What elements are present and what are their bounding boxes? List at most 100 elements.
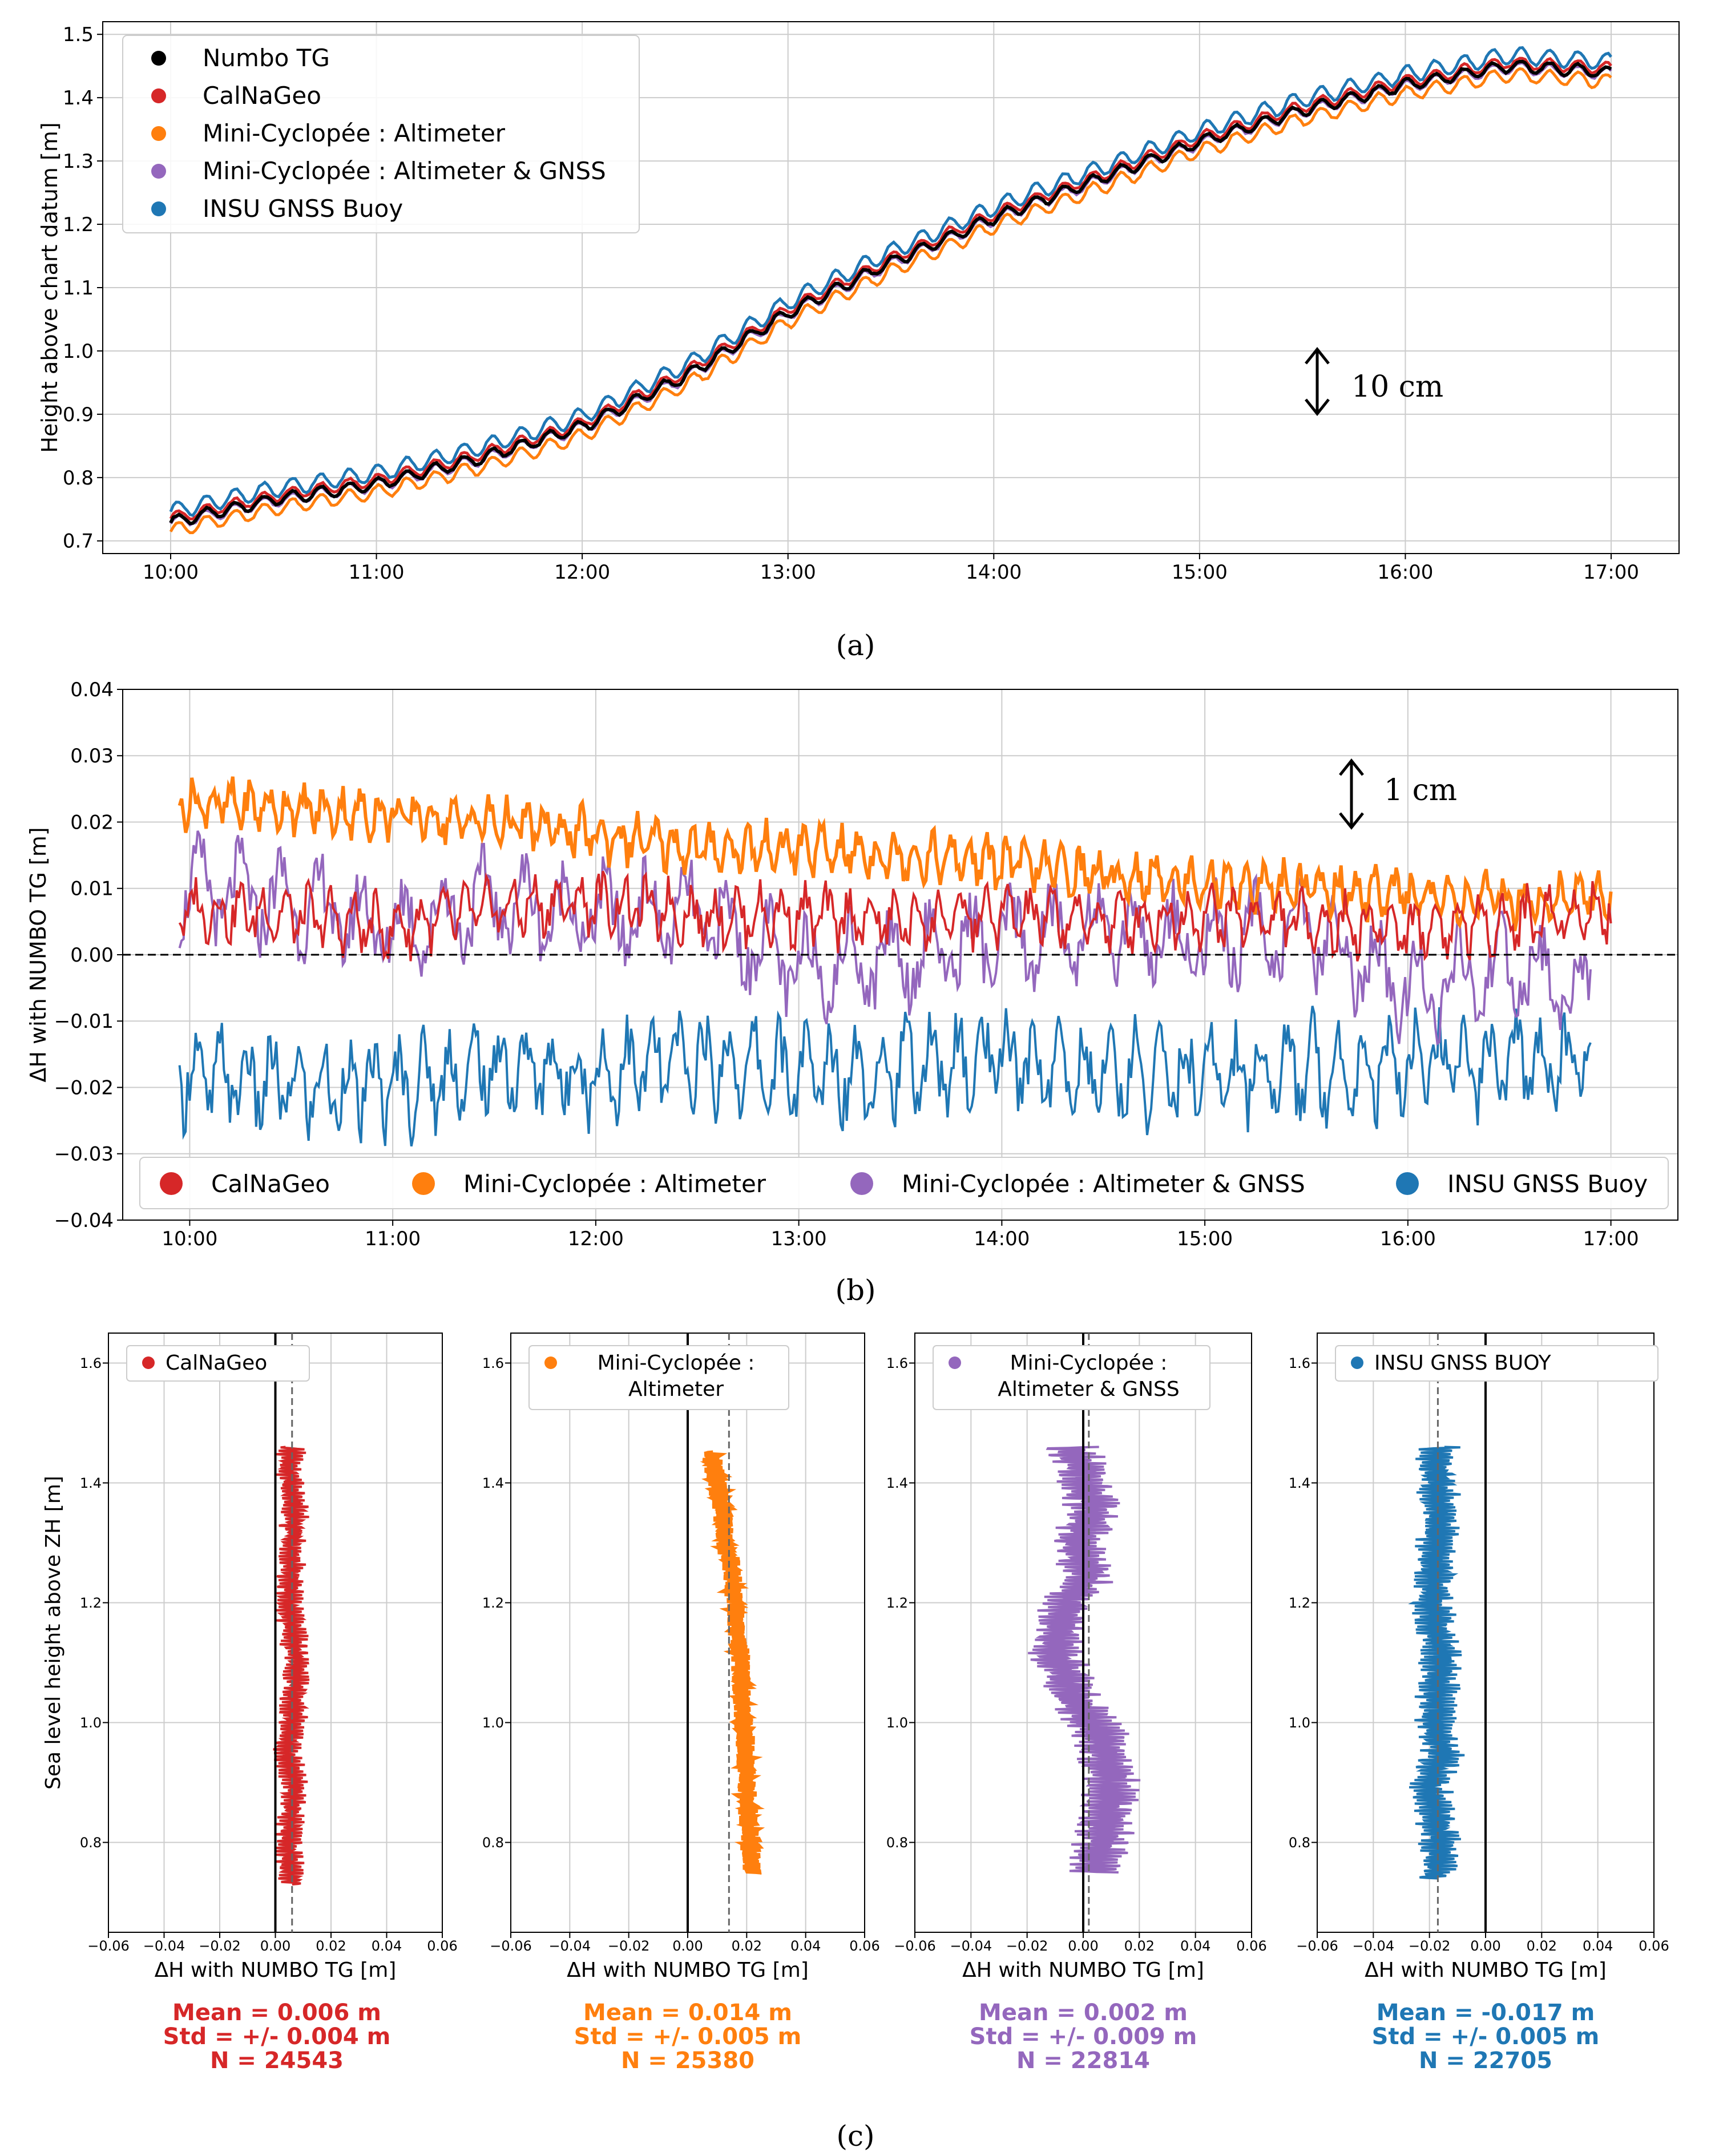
panel-c-x-tick-label: −0.02 <box>1409 1938 1451 1954</box>
panel-c-legend-box <box>933 1345 1210 1410</box>
panel-c-x-tick-label: −0.06 <box>87 1938 130 1954</box>
panel-b-scale-arrow-up-head <box>1339 758 1364 776</box>
panel-c-x-tick-label: −0.04 <box>143 1938 185 1954</box>
panel-c-series-line <box>1028 1446 1141 1874</box>
panel-b-y-tick-label: −0.04 <box>54 1209 114 1232</box>
panel-c-series <box>273 1446 310 1886</box>
panel-a-x-tick-label: 10:00 <box>143 561 199 584</box>
panel-a-x-tick-label: 16:00 <box>1377 561 1433 584</box>
panel-c-x-tick-label: 0.00 <box>1068 1938 1098 1954</box>
panel-a-caption: (a) <box>836 629 875 662</box>
panel-c-y-tick-label: 1.0 <box>80 1715 102 1731</box>
panel-c-x-tick-label: 0.00 <box>672 1938 703 1954</box>
panel-c-stat-std: Std = +/- 0.005 m <box>574 2024 802 2050</box>
panel-c-stat-std: Std = +/- 0.005 m <box>1372 2024 1600 2050</box>
panel-c-ticks: −0.06 −0.04 −0.02 0.00 0.02 0.04 0.06 0.8 1.0 1.2… <box>886 1355 1267 1954</box>
panel-c-x-tick-label: 0.04 <box>790 1938 821 1954</box>
panel-c-x-tick-label: −0.04 <box>950 1938 992 1954</box>
panel-b-series-line <box>178 1006 1592 1146</box>
panel-a-legend-marker <box>151 201 166 216</box>
panel-c-legend-box <box>126 1345 310 1382</box>
panel-b-x-tick-label: 12:00 <box>568 1228 624 1250</box>
panel-c-stat-mean: Mean = 0.006 m <box>172 2000 381 2026</box>
panel-a-y-tick-label: 1.0 <box>63 340 94 363</box>
panel-c-x-tick-label: −0.06 <box>894 1938 936 1954</box>
panel-c-legend-marker <box>544 1356 557 1369</box>
panel-c-legend-label: Mini-Cyclopée : <box>598 1351 755 1375</box>
panel-a-legend-box <box>122 35 640 233</box>
panel-b-scale-annotation: 1 cm <box>1339 758 1457 830</box>
panel-c-y-tick-label: 1.4 <box>886 1475 908 1491</box>
panel-c-ticks: −0.06 −0.04 −0.02 0.00 0.02 0.04 0.06 0.8 1.0 1.2… <box>482 1355 880 1954</box>
panel-c-x-tick-label: 0.04 <box>1180 1938 1210 1954</box>
panel-b-legend-label: Mini-Cyclopée : Altimeter <box>463 1170 766 1198</box>
panel-b-x-tick-label: 14:00 <box>974 1228 1030 1250</box>
panel-c-subplot: −0.06 −0.04 −0.02 0.00 0.02 0.04 0.06 0.8 1.0 1.2… <box>886 1333 1267 2074</box>
panel-b-x-tick-label: 17:00 <box>1583 1228 1639 1250</box>
panel-c-x-tick-label: 0.06 <box>427 1938 457 1954</box>
panel-b-scale-label: 1 cm <box>1384 773 1457 808</box>
panel-c-x-tick-label: 0.06 <box>1639 1938 1669 1954</box>
panel-c-x-tick-label: −0.04 <box>1353 1938 1395 1954</box>
panel-c-x-tick-label: −0.02 <box>199 1938 241 1954</box>
panel-a-legend-label: INSU GNSS Buoy <box>203 195 403 223</box>
panel-c-subplot: −0.06 −0.04 −0.02 0.00 0.02 0.04 0.06 0.8 1.0 1.2… <box>80 1333 458 2074</box>
panel-c-x-tick-label: −0.06 <box>490 1938 532 1954</box>
panel-a-y-tick-label: 1.4 <box>63 87 94 110</box>
panel-c-x-axis-label: ΔH with NUMBO TG [m] <box>155 1959 397 1982</box>
panel-c-y-tick-label: 1.2 <box>80 1595 102 1611</box>
panel-c-stat-n: N = 22705 <box>1419 2048 1552 2074</box>
panel-a-x-tick-label: 14:00 <box>966 561 1022 584</box>
panel-c-y-tick-label: 0.8 <box>482 1835 504 1851</box>
panel-c-y-tick-label: 1.6 <box>482 1355 504 1371</box>
panel-b-y-tick-label: 0.03 <box>70 745 114 768</box>
panel-b-series-line <box>177 776 1613 931</box>
panel-a-legend: Numbo TG CalNaGeo Mini-Cyclopée : Altimete… <box>122 35 640 233</box>
panel-c-legend-marker <box>949 1356 961 1369</box>
panel-a-y-tick-label: 0.9 <box>63 403 94 426</box>
panel-a-series-line <box>169 56 1612 521</box>
panel-c-caption: (c) <box>836 2119 874 2153</box>
panel-b-x-tick-label: 16:00 <box>1380 1228 1436 1250</box>
panel-c-legend-label: Mini-Cyclopée : <box>1010 1351 1168 1375</box>
panel-c-y-tick-label: 0.8 <box>1289 1835 1310 1851</box>
panel-a-ticks: 10:00 11:00 12:00 13:00 14:00 15:00 16:00 17:00… <box>63 23 1639 584</box>
panel-a-scale-arrow-up-head <box>1305 346 1330 365</box>
panel-c-x-tick-label: −0.02 <box>608 1938 650 1954</box>
panel-a-y-tick-label: 1.3 <box>63 150 94 173</box>
panel-c-stat-mean: Mean = 0.014 m <box>583 2000 792 2026</box>
panel-c-stat-n: N = 24543 <box>210 2048 344 2074</box>
panel-c-x-tick-label: 0.00 <box>1470 1938 1500 1954</box>
panel-c-stat-std: Std = +/- 0.009 m <box>970 2024 1197 2050</box>
panel-a-y-tick-label: 1.1 <box>63 277 94 300</box>
panel-c-x-tick-label: −0.02 <box>1006 1938 1048 1954</box>
panel-b-series <box>177 776 1613 1146</box>
panel-c-subplot: −0.06 −0.04 −0.02 0.00 0.02 0.04 0.06 0.8 1.0 1.2… <box>1289 1333 1669 2074</box>
panel-b-caption: (b) <box>835 1274 875 1307</box>
panel-c-series-line <box>273 1446 310 1886</box>
panel-c-legend-label: INSU GNSS BUOY <box>1374 1351 1552 1375</box>
panel-c-legend-label: Altimeter & GNSS <box>998 1378 1180 1401</box>
panel-c-x-tick-label: 0.04 <box>372 1938 402 1954</box>
panel-a: 10:00 11:00 12:00 13:00 14:00 15:00 16:00 17:00… <box>37 21 1680 662</box>
panel-c-series-line <box>1408 1446 1465 1880</box>
panel-a-series-line <box>169 46 1612 518</box>
panel-b-y-tick-label: 0.00 <box>70 944 114 967</box>
panel-a-series-line <box>169 59 1612 526</box>
panel-b-legend-marker <box>850 1172 873 1195</box>
panel-c-y-tick-label: 1.6 <box>1289 1355 1310 1371</box>
panel-c-legend-box <box>1335 1345 1658 1382</box>
panel-a-x-tick-label: 12:00 <box>554 561 610 584</box>
panel-c-legend-marker <box>142 1356 155 1369</box>
panel-a-x-tick-label: 13:00 <box>760 561 816 584</box>
panel-c-x-tick-label: 0.06 <box>1236 1938 1266 1954</box>
panel-b: 10:00 11:00 12:00 13:00 14:00 15:00 16:00 17:00… <box>26 679 1678 1307</box>
panel-b-legend-marker <box>412 1172 435 1195</box>
panel-a-scale-label: 10 cm <box>1351 370 1443 404</box>
panel-b-x-tick-label: 10:00 <box>162 1228 217 1250</box>
panel-b-ticks: 10:00 11:00 12:00 13:00 14:00 15:00 16:00 17:00… <box>54 679 1639 1250</box>
panel-c-y-tick-label: 1.0 <box>1289 1715 1310 1731</box>
panel-c-x-tick-label: 0.06 <box>849 1938 879 1954</box>
panel-b-y-tick-label: −0.01 <box>54 1010 114 1033</box>
